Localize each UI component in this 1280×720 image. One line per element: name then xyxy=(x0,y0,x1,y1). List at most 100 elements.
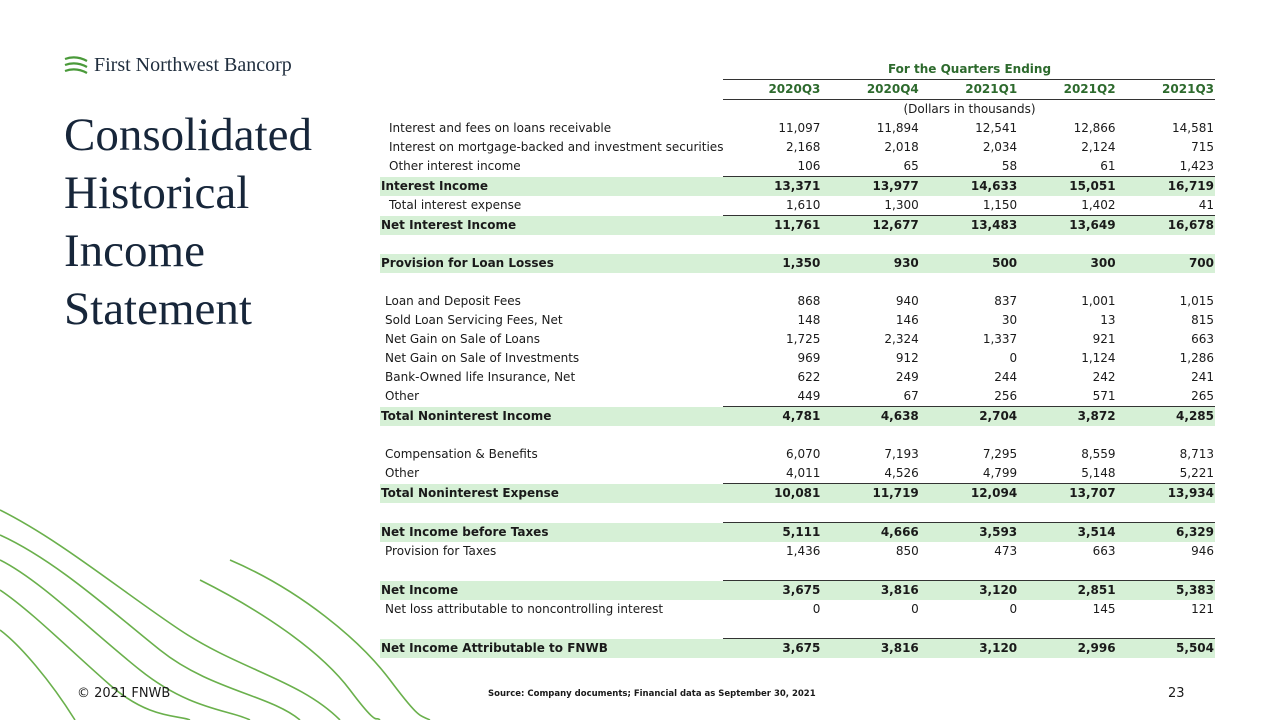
column-header: 2020Q4 xyxy=(821,79,920,100)
value-cell: 663 xyxy=(1191,332,1214,346)
blank-cell xyxy=(380,80,723,100)
value-cell: 249 xyxy=(895,370,919,384)
value-cell: 1,423 xyxy=(1179,159,1214,173)
table-row: Provision for Taxes 1,436 850 473 663 946 xyxy=(380,542,1215,561)
value-cell: 16,678 xyxy=(1116,215,1215,235)
value-cell: 146 xyxy=(895,313,919,327)
value-cell: 2,324 xyxy=(884,332,919,346)
value-cell: 946 xyxy=(1191,544,1214,558)
table-row: Other interest income 106 65 58 61 1,423 xyxy=(380,157,1215,177)
row-label: Net Gain on Sale of Loans xyxy=(385,332,540,346)
table-caption: For the Quarters Ending xyxy=(887,62,1052,76)
value-cell: 30 xyxy=(1001,313,1018,327)
value-cell: 3,675 xyxy=(723,580,822,600)
value-cell: 1,350 xyxy=(723,254,822,273)
value-cell: 4,666 xyxy=(821,522,920,542)
row-label: Net Interest Income xyxy=(380,215,723,235)
table-row: Other 449 67 256 571 265 xyxy=(380,387,1215,407)
table-row: Bank-Owned life Insurance, Net 622 249 244 2… xyxy=(380,368,1215,387)
table-row: Other 4,011 4,526 4,799 5,148 5,221 xyxy=(380,464,1215,484)
title-line: Consolidated xyxy=(64,109,313,161)
column-header-row: 2020Q3 2020Q4 2021Q1 2021Q2 2021Q3 xyxy=(380,79,1215,100)
row-label: Interest Income xyxy=(380,176,723,196)
spacer-row xyxy=(380,273,1215,292)
value-cell: 58 xyxy=(1001,159,1018,173)
row-label: Total Noninterest Income xyxy=(380,406,723,426)
title-line: Historical xyxy=(64,167,250,219)
value-cell: 868 xyxy=(797,294,821,308)
value-cell: 106 xyxy=(797,159,821,173)
row-label: Sold Loan Servicing Fees, Net xyxy=(385,313,563,327)
page-number: 23 xyxy=(1168,686,1185,701)
table-row: Compensation & Benefits 6,070 7,193 7,295 8,… xyxy=(380,445,1215,464)
row-label: Loan and Deposit Fees xyxy=(385,294,521,308)
value-cell: 1,150 xyxy=(982,198,1018,212)
value-cell: 2,704 xyxy=(919,406,1019,426)
value-cell: 15,051 xyxy=(1018,176,1117,196)
value-cell: 0 xyxy=(812,602,821,616)
value-cell: 2,168 xyxy=(786,140,821,154)
value-cell: 2,996 xyxy=(1018,638,1117,658)
value-cell: 3,816 xyxy=(821,638,920,658)
total-row: Net Interest Income 11,761 12,677 13,483 13,… xyxy=(380,215,1215,235)
value-cell: 10,081 xyxy=(723,483,822,503)
value-cell: 11,719 xyxy=(821,483,920,503)
value-cell: 3,675 xyxy=(723,638,822,658)
total-row: Total Noninterest Income 4,781 4,638 2,704 3… xyxy=(380,406,1215,426)
value-cell: 6,329 xyxy=(1116,522,1215,542)
value-cell: 12,541 xyxy=(975,121,1018,135)
value-cell: 969 xyxy=(797,351,821,365)
value-cell: 13,707 xyxy=(1018,483,1117,503)
value-cell: 244 xyxy=(994,370,1018,384)
value-cell: 4,799 xyxy=(982,466,1018,480)
value-cell: 11,894 xyxy=(876,121,919,135)
income-table: For the Quarters Ending 2020Q3 2020Q4 2021Q… xyxy=(380,60,1215,658)
row-label: Net Income xyxy=(380,580,723,600)
value-cell: 8,713 xyxy=(1179,447,1214,461)
row-label: Provision for Loan Losses xyxy=(380,254,723,273)
value-cell: 715 xyxy=(1191,140,1214,154)
value-cell: 921 xyxy=(1092,332,1116,346)
value-cell: 663 xyxy=(1092,544,1116,558)
slide-title: Consolidated Historical Income Statement xyxy=(64,106,312,338)
row-label: Interest and fees on loans receivable xyxy=(389,121,612,135)
total-row: Interest Income 13,371 13,977 14,633 15,051 1… xyxy=(380,176,1215,196)
logo: First Northwest Bancorp xyxy=(64,54,292,77)
column-header: 2020Q3 xyxy=(723,79,822,100)
value-cell: 837 xyxy=(994,294,1018,308)
total-row: Total Noninterest Expense 10,081 11,719 12,… xyxy=(380,483,1215,503)
value-cell: 16,719 xyxy=(1116,176,1215,196)
value-cell: 1,337 xyxy=(982,332,1018,346)
value-cell: 3,816 xyxy=(821,580,920,600)
value-cell: 12,094 xyxy=(919,483,1019,503)
value-cell: 1,001 xyxy=(1081,294,1116,308)
decorative-curves xyxy=(0,509,431,720)
value-cell: 912 xyxy=(895,351,919,365)
blank-cell xyxy=(380,273,1215,292)
blank-cell xyxy=(380,235,1215,254)
blank-cell xyxy=(380,503,1215,523)
value-cell: 4,011 xyxy=(786,466,821,480)
value-cell: 265 xyxy=(1191,389,1214,403)
row-label: Net Income before Taxes xyxy=(380,522,723,542)
row-label: Other interest income xyxy=(389,159,521,174)
value-cell: 3,872 xyxy=(1018,406,1117,426)
value-cell: 2,124 xyxy=(1081,140,1116,154)
value-cell: 0 xyxy=(1009,602,1018,616)
row-label: Other xyxy=(385,466,420,481)
value-cell: 13,934 xyxy=(1116,483,1215,503)
value-cell: 67 xyxy=(903,389,919,403)
value-cell: 2,018 xyxy=(884,140,919,154)
value-cell: 3,120 xyxy=(919,580,1019,600)
total-row: Net Income 3,675 3,816 3,120 2,851 5,383 xyxy=(380,580,1215,600)
value-cell: 12,677 xyxy=(821,215,920,235)
value-cell: 41 xyxy=(1198,198,1214,212)
value-cell: 7,193 xyxy=(884,447,919,461)
column-header: 2021Q1 xyxy=(919,79,1019,100)
value-cell: 5,504 xyxy=(1116,638,1215,658)
title-line: Income xyxy=(64,225,205,277)
copyright: © 2021 FNWB xyxy=(77,686,171,701)
value-cell: 13 xyxy=(1100,313,1116,327)
value-cell: 1,725 xyxy=(786,332,821,346)
